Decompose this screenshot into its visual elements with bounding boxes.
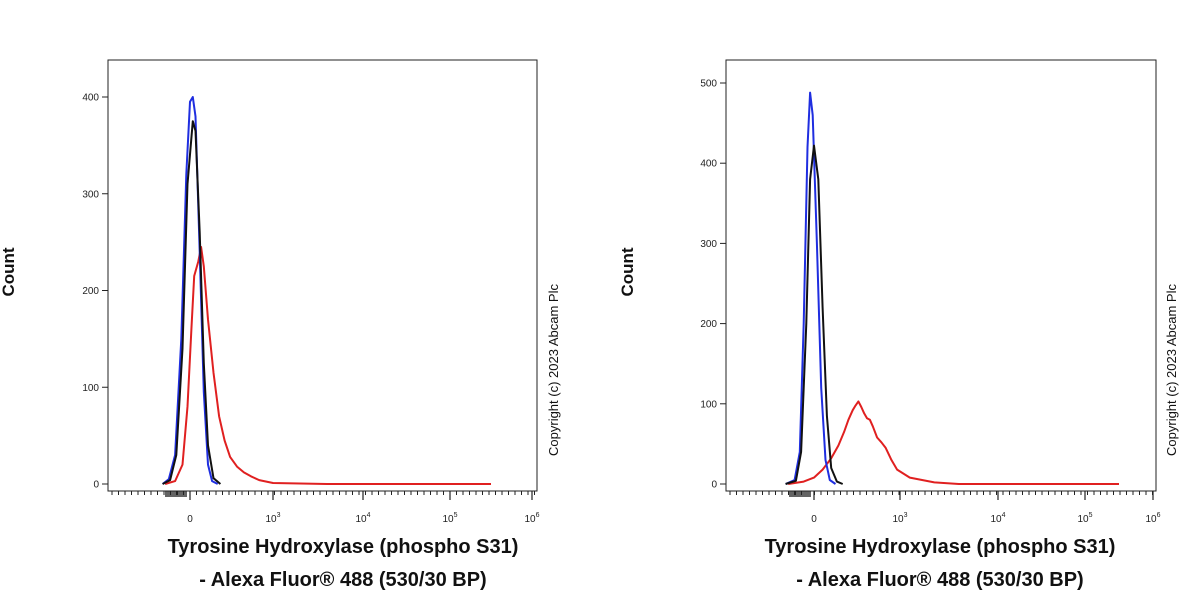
chart2-series-red-line <box>788 400 1119 485</box>
chart2-ytick-label: 300 <box>700 239 717 250</box>
chart1-y-axis-label: Count <box>0 247 18 296</box>
chart1-ytick-label: 100 <box>82 383 99 394</box>
chart1-ytick-label: 400 <box>82 93 99 104</box>
chart1-copyright: Copyright (c) 2023 Abcam Plc <box>546 284 561 456</box>
chart1-ytick-label: 0 <box>93 480 99 491</box>
chart2-x-axis-label-line1: Tyrosine Hydroxylase (phospho S31) <box>765 536 1116 558</box>
chart2-ytick-label: 0 <box>711 480 717 491</box>
chart2-copyright: Copyright (c) 2023 Abcam Plc <box>1164 284 1179 456</box>
chart1-panel: 0 100 200 300 400 0 103 104 105 106 Count Copyright… <box>0 59 561 591</box>
chart1-xtick-label: 103 <box>265 512 280 525</box>
chart1-ytick-label: 200 <box>82 286 99 297</box>
chart1-series-blue-line <box>161 96 219 485</box>
chart2-series-blue-line <box>785 91 837 485</box>
chart1-x-axis-label-line1: Tyrosine Hydroxylase (phospho S31) <box>168 536 519 558</box>
chart2-xtick-label: 106 <box>1145 512 1160 525</box>
chart1-xtick-label: 0 <box>187 514 193 525</box>
chart2-ytick-label: 500 <box>700 79 717 90</box>
chart2-plot-frame <box>725 59 1157 492</box>
chart2-ytick-label: 400 <box>700 159 717 170</box>
chart2-xtick-label: 103 <box>892 512 907 525</box>
chart1-ytick-label: 300 <box>82 189 99 200</box>
chart1-x-axis-label-line2: - Alexa Fluor® 488 (530/30 BP) <box>199 569 486 591</box>
chart1-xtick-label: 104 <box>355 512 370 525</box>
chart1-plot-frame <box>107 59 538 492</box>
chart2-panel: 0 100 200 300 400 500 0 103 104 105 106 Count Copyri… <box>618 59 1179 591</box>
chart2-ytick-label: 200 <box>700 319 717 330</box>
chart1-xtick-label: 105 <box>442 512 457 525</box>
chart2-ytick-label: 100 <box>700 399 717 410</box>
chart1-series-black-line <box>162 120 222 485</box>
chart1-series-red-line <box>164 246 491 485</box>
chart2-xtick-label: 0 <box>811 514 817 525</box>
chart1-xtick-label: 106 <box>524 512 539 525</box>
chart2-xtick-label: 104 <box>990 512 1005 525</box>
chart2-xtick-label: 105 <box>1077 512 1092 525</box>
chart2-y-axis-label: Count <box>618 247 637 296</box>
chart2-x-axis-label-line2: - Alexa Fluor® 488 (530/30 BP) <box>796 569 1083 591</box>
chart2-series-black-line <box>785 144 844 485</box>
